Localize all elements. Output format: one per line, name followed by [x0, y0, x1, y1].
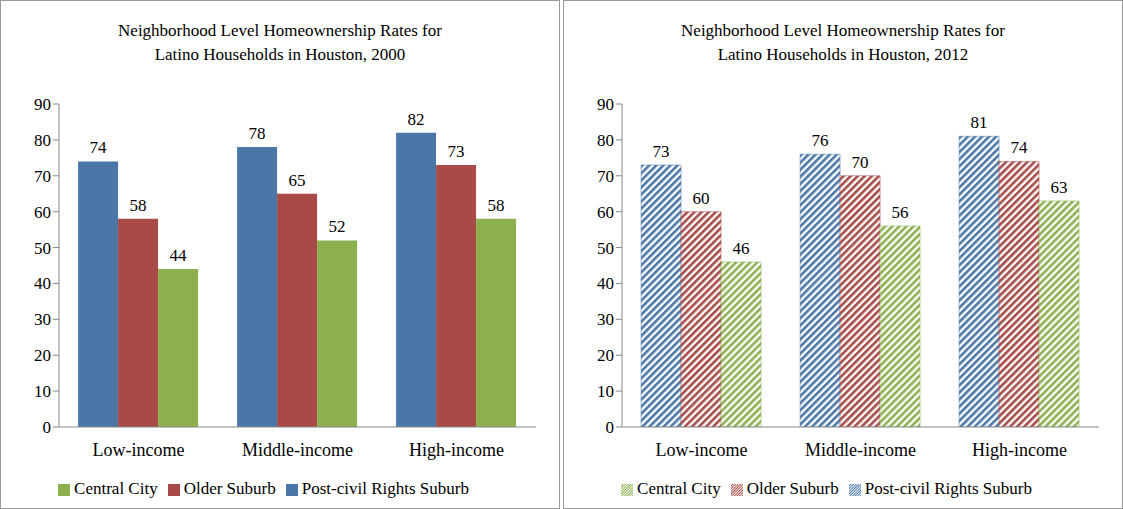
svg-text:Middle-income: Middle-income	[805, 440, 916, 460]
svg-text:76: 76	[812, 131, 829, 150]
svg-text:44: 44	[170, 246, 188, 265]
svg-text:81: 81	[971, 113, 988, 132]
svg-text:20: 20	[597, 346, 614, 365]
svg-text:70: 70	[34, 167, 51, 186]
svg-text:30: 30	[34, 310, 51, 329]
svg-text:78: 78	[249, 124, 266, 143]
svg-text:50: 50	[597, 239, 614, 258]
svg-text:90: 90	[597, 95, 614, 114]
svg-text:60: 60	[34, 203, 51, 222]
svg-text:73: 73	[448, 142, 465, 161]
svg-text:58: 58	[130, 196, 147, 215]
svg-text:High-income: High-income	[409, 440, 504, 460]
html-text:Neighborhood Level Homeownersh: Neighborhood Level Homeownership Rates f…	[118, 21, 442, 64]
html-text:Central City: Central City	[74, 479, 158, 498]
svg-text:60: 60	[597, 203, 614, 222]
svg-text:40: 40	[597, 274, 614, 293]
svg-text:70: 70	[852, 153, 869, 172]
html-text:Neighborhood Level Homeownersh: Neighborhood Level Homeownership Rates f…	[681, 21, 1005, 64]
svg-text:46: 46	[733, 239, 750, 258]
html-text:Older Suburb: Older Suburb	[183, 479, 276, 498]
svg-text:Middle-income: Middle-income	[242, 440, 353, 460]
svg-text:52: 52	[329, 217, 346, 236]
svg-text:70: 70	[597, 167, 614, 186]
svg-text:Low-income: Low-income	[656, 440, 748, 460]
svg-text:56: 56	[892, 203, 909, 222]
svg-text:30: 30	[597, 310, 614, 329]
html-text:Post-civil Rights Suburb: Post-civil Rights Suburb	[301, 479, 469, 498]
svg-text:20: 20	[34, 346, 51, 365]
html-text:Central City: Central City	[637, 479, 721, 498]
svg-text:40: 40	[34, 274, 51, 293]
svg-text:10: 10	[34, 382, 51, 401]
svg-text:73: 73	[653, 142, 670, 161]
html-text:Older Suburb: Older Suburb	[746, 479, 839, 498]
svg-text:80: 80	[597, 131, 614, 150]
svg-text:50: 50	[34, 239, 51, 258]
svg-text:63: 63	[1051, 178, 1068, 197]
svg-text:74: 74	[90, 138, 108, 157]
svg-text:65: 65	[289, 171, 306, 190]
html-text:Post-civil Rights Suburb: Post-civil Rights Suburb	[864, 479, 1032, 498]
svg-text:High-income: High-income	[972, 440, 1067, 460]
svg-text:60: 60	[693, 189, 710, 208]
svg-text:82: 82	[408, 110, 425, 129]
svg-text:0: 0	[43, 418, 52, 437]
svg-text:0: 0	[606, 418, 615, 437]
svg-text:58: 58	[488, 196, 505, 215]
svg-text:74: 74	[1011, 138, 1029, 157]
svg-text:Low-income: Low-income	[93, 440, 185, 460]
svg-text:80: 80	[34, 131, 51, 150]
svg-text:10: 10	[597, 382, 614, 401]
svg-text:90: 90	[34, 95, 51, 114]
